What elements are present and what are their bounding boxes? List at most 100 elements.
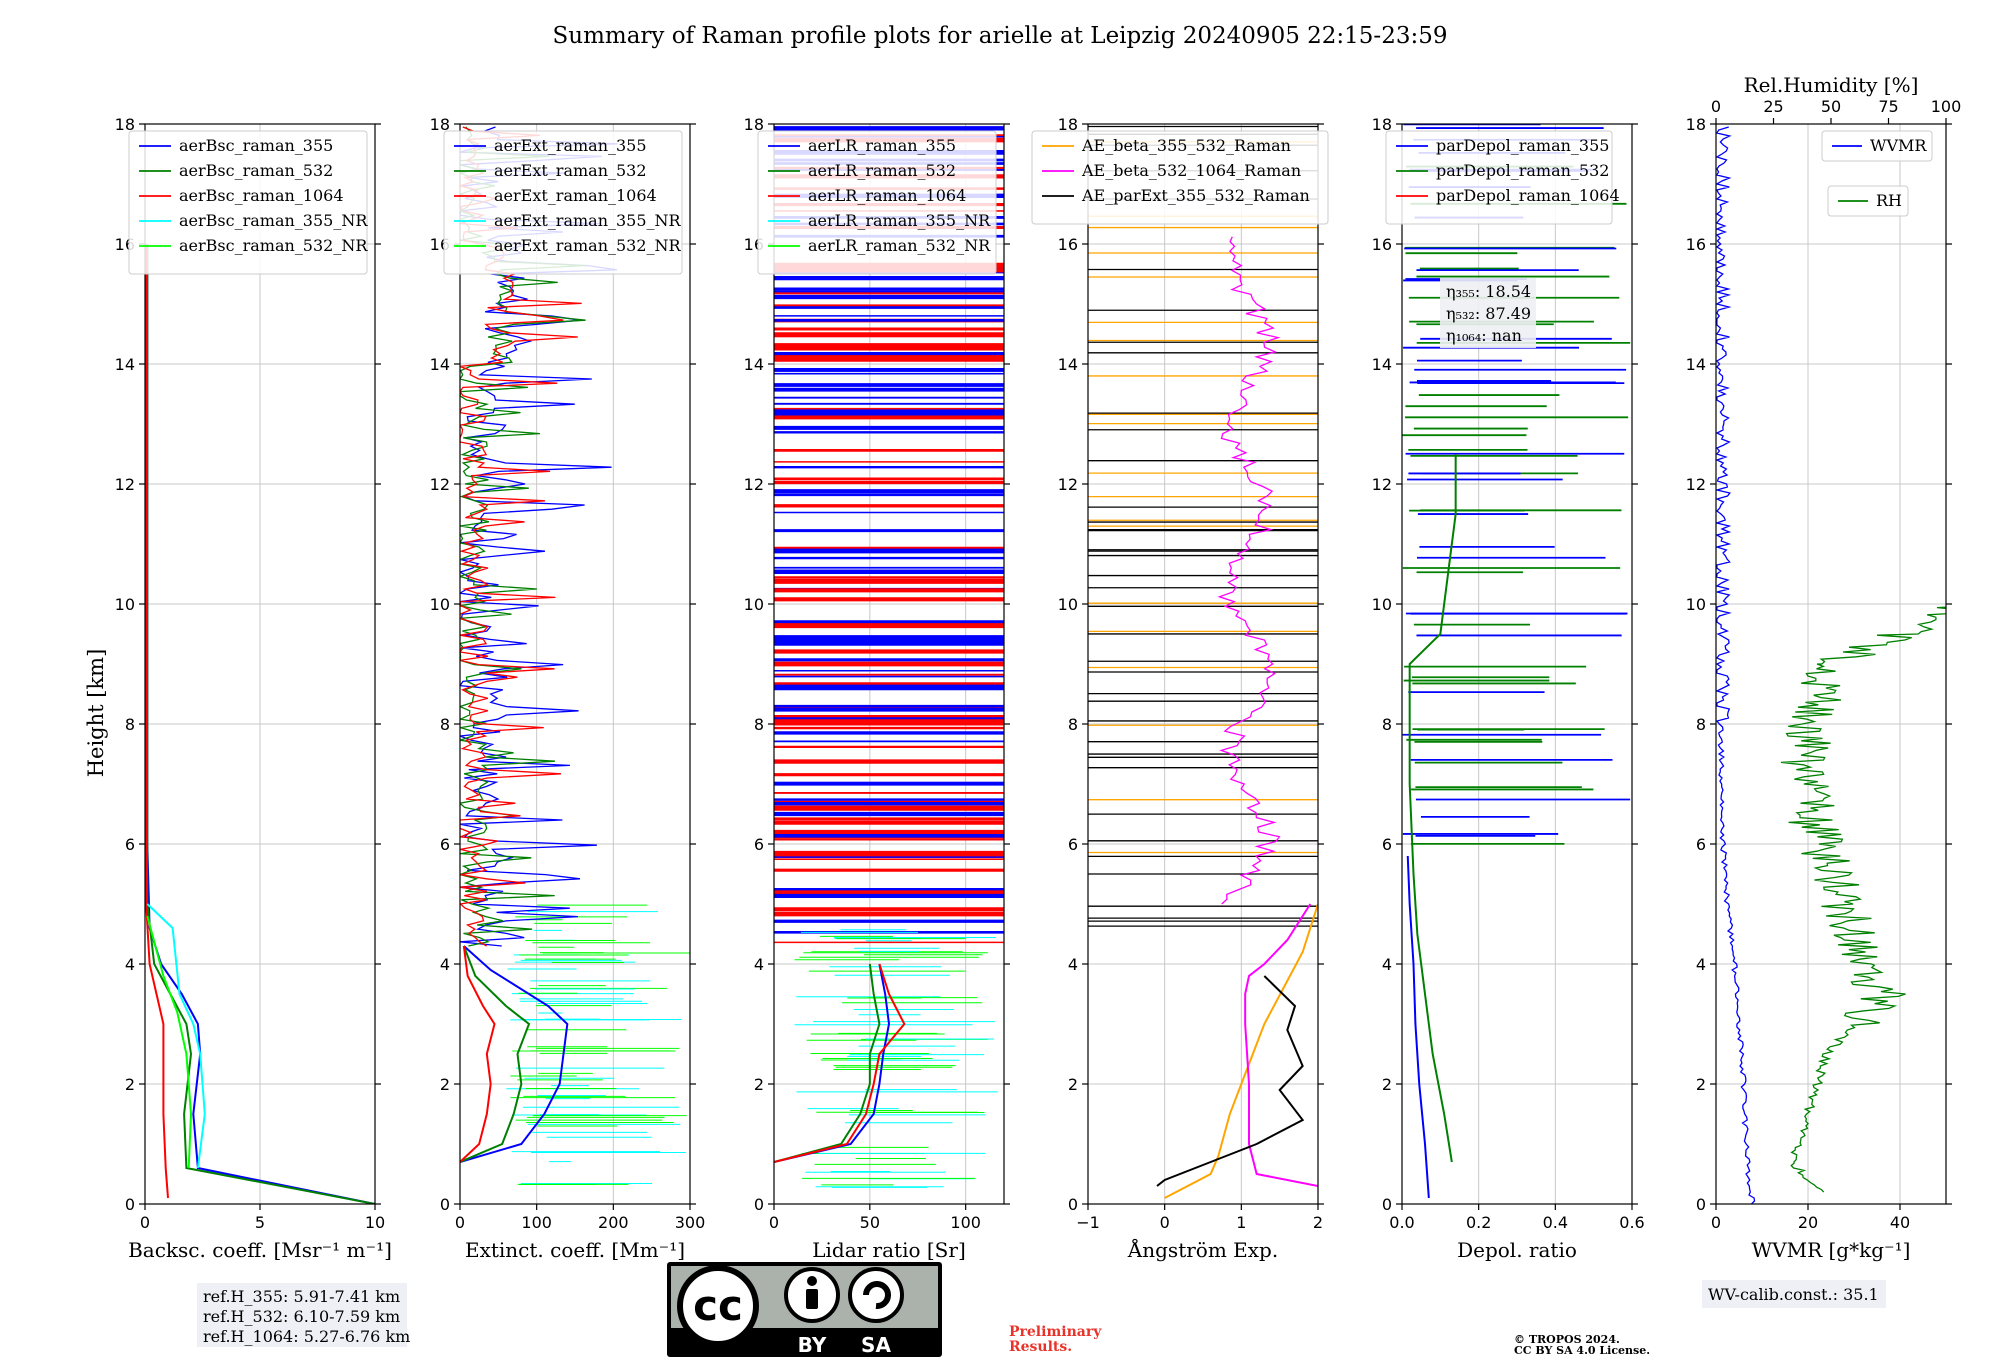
y-tick-label: 18 (1686, 115, 1706, 134)
legend-label: aerExt_raman_532 (494, 161, 647, 180)
wv-calib-box: WV-calib.const.: 35.1 (1702, 1280, 1886, 1308)
y-tick-label: 8 (125, 715, 135, 734)
y-tick-label: 10 (1058, 595, 1078, 614)
legend-ext: aerExt_raman_355 aerExt_raman_532 aerExt_r… (443, 130, 683, 275)
y-tick-label: 2 (440, 1075, 450, 1094)
y-tick-label: 6 (440, 835, 450, 854)
y-tick-label: 12 (744, 475, 764, 494)
y-tick-label: 14 (115, 355, 135, 374)
legend-label: aerBsc_raman_532 (179, 161, 333, 180)
y-tick-label: 2 (754, 1075, 764, 1094)
legend-rh: RH (1827, 185, 1909, 217)
x-tick-label: 2 (1313, 1213, 1323, 1232)
ref-box-bg (197, 1283, 407, 1347)
y-tick-label: 0 (440, 1195, 450, 1214)
x-tick-label: 200 (598, 1213, 629, 1232)
y-tick-label: 8 (754, 715, 764, 734)
y-tick-label: 0 (1068, 1195, 1078, 1214)
series-parDepol_raman_532 (1408, 454, 1457, 1163)
x-tick-label: 0 (455, 1213, 465, 1232)
y-tick-label: 8 (1382, 715, 1392, 734)
preliminary-line: Preliminary (1009, 1324, 1102, 1340)
y-tick-label: 18 (430, 115, 450, 134)
x-tick-label: 100 (521, 1213, 552, 1232)
axes-frame (1715, 123, 1947, 1205)
series-parDepol_raman_355 (1406, 855, 1430, 1199)
plot-area-lr (774, 124, 1004, 1204)
panel-wv: 0 2 4 6 8 10 12 14 16 18 0 20 40 WVMR [g*kg⁻¹] 0 25 50 75… (1686, 73, 1962, 1262)
y-tick-label: 12 (1686, 475, 1706, 494)
y-tick-label: 14 (1058, 355, 1078, 374)
legend-bsc: aerBsc_raman_355 aerBsc_raman_532 aerBsc_r… (128, 130, 368, 275)
y-tick-label: 4 (1696, 955, 1706, 974)
top-x-tick-label: 100 (1931, 97, 1962, 116)
series-aerBsc_raman_1064 (145, 244, 169, 1199)
top-x-tick-label: 0 (1711, 97, 1721, 116)
plot-area-depol (1402, 124, 1632, 1204)
legend-label: aerLR_raman_355 (808, 136, 956, 155)
y-tick-label: 0 (754, 1195, 764, 1214)
series-AE_beta_532_1064_Raman (1244, 903, 1318, 1187)
legend-box (757, 130, 997, 275)
series-aerLR_raman_532 (774, 963, 881, 1163)
y-tick-label: 10 (1686, 595, 1706, 614)
y-tick-label: 14 (1372, 355, 1392, 374)
legend-label: parDepol_raman_1064 (1436, 186, 1620, 205)
y-tick-label: 4 (1382, 955, 1392, 974)
copyright-line: © TROPOS 2024. (1514, 1333, 1620, 1346)
ref-height-line: ref.H_355: 5.91-7.41 km (203, 1287, 400, 1306)
figure-title: Summary of Raman profile plots for ariel… (553, 23, 1448, 49)
y-tick-label: 2 (1068, 1075, 1078, 1094)
y-tick-label: 0 (1382, 1195, 1392, 1214)
y-tick-label: 16 (1058, 235, 1078, 254)
legend-label: parDepol_raman_532 (1436, 161, 1609, 180)
legend-label: WVMR (1870, 136, 1927, 155)
wv-calib-bg (1702, 1280, 1886, 1308)
legend-label: parDepol_raman_355 (1436, 136, 1609, 155)
x-tick-label: 1 (1236, 1213, 1246, 1232)
legend-box (1821, 130, 1933, 162)
y-tick-label: 4 (440, 955, 450, 974)
plot-area-bsc (145, 124, 375, 1204)
y-tick-label: 6 (1382, 835, 1392, 854)
legend-label: aerBsc_raman_355_NR (179, 211, 368, 230)
series-aerLR_raman_355 (774, 963, 891, 1163)
axes-frame (1401, 123, 1633, 1205)
series-aerExt_raman_355 (460, 945, 569, 1163)
x-tick-label: 20 (1798, 1213, 1818, 1232)
y-tick-label: 4 (1068, 955, 1078, 974)
x-tick-label: 10 (365, 1213, 385, 1232)
series-aerExt_raman_532 (460, 945, 531, 1163)
x-tick-label: 300 (675, 1213, 706, 1232)
series-WVMR (1716, 126, 1756, 1204)
sa-text: SA (861, 1333, 891, 1357)
y-tick-label: 12 (430, 475, 450, 494)
plot-area-wv (1716, 124, 1946, 1204)
series-aerBsc_raman_355 (146, 244, 375, 1204)
x-tick-label: 0.6 (1619, 1213, 1644, 1232)
x-axis-label-ae: Ångström Exp. (1127, 1237, 1278, 1262)
y-tick-label: 18 (1372, 115, 1392, 134)
legend-box (443, 130, 683, 275)
eta-line: η₃₅₅: 18.54 (1446, 282, 1531, 301)
wv-calib-text: WV-calib.const.: 35.1 (1708, 1285, 1879, 1304)
y-tick-label: 12 (115, 475, 135, 494)
legend-label: aerExt_raman_355 (494, 136, 647, 155)
y-tick-label: 18 (115, 115, 135, 134)
sa-arrow-icon (863, 1281, 891, 1310)
legend-label: aerLR_raman_532 (808, 161, 956, 180)
y-tick-label: 2 (1696, 1075, 1706, 1094)
legend-label: aerBsc_raman_355 (179, 136, 333, 155)
y-tick-label: 14 (1686, 355, 1706, 374)
y-tick-label: 0 (1696, 1195, 1706, 1214)
x-tick-label: 50 (860, 1213, 880, 1232)
series-aerLR_raman_1064 (774, 963, 906, 1163)
x-axis-label-depol: Depol. ratio (1457, 1238, 1577, 1262)
cc-by-sa-logo: cc BY SA (667, 1262, 942, 1357)
preliminary-line: Results. (1009, 1339, 1072, 1355)
